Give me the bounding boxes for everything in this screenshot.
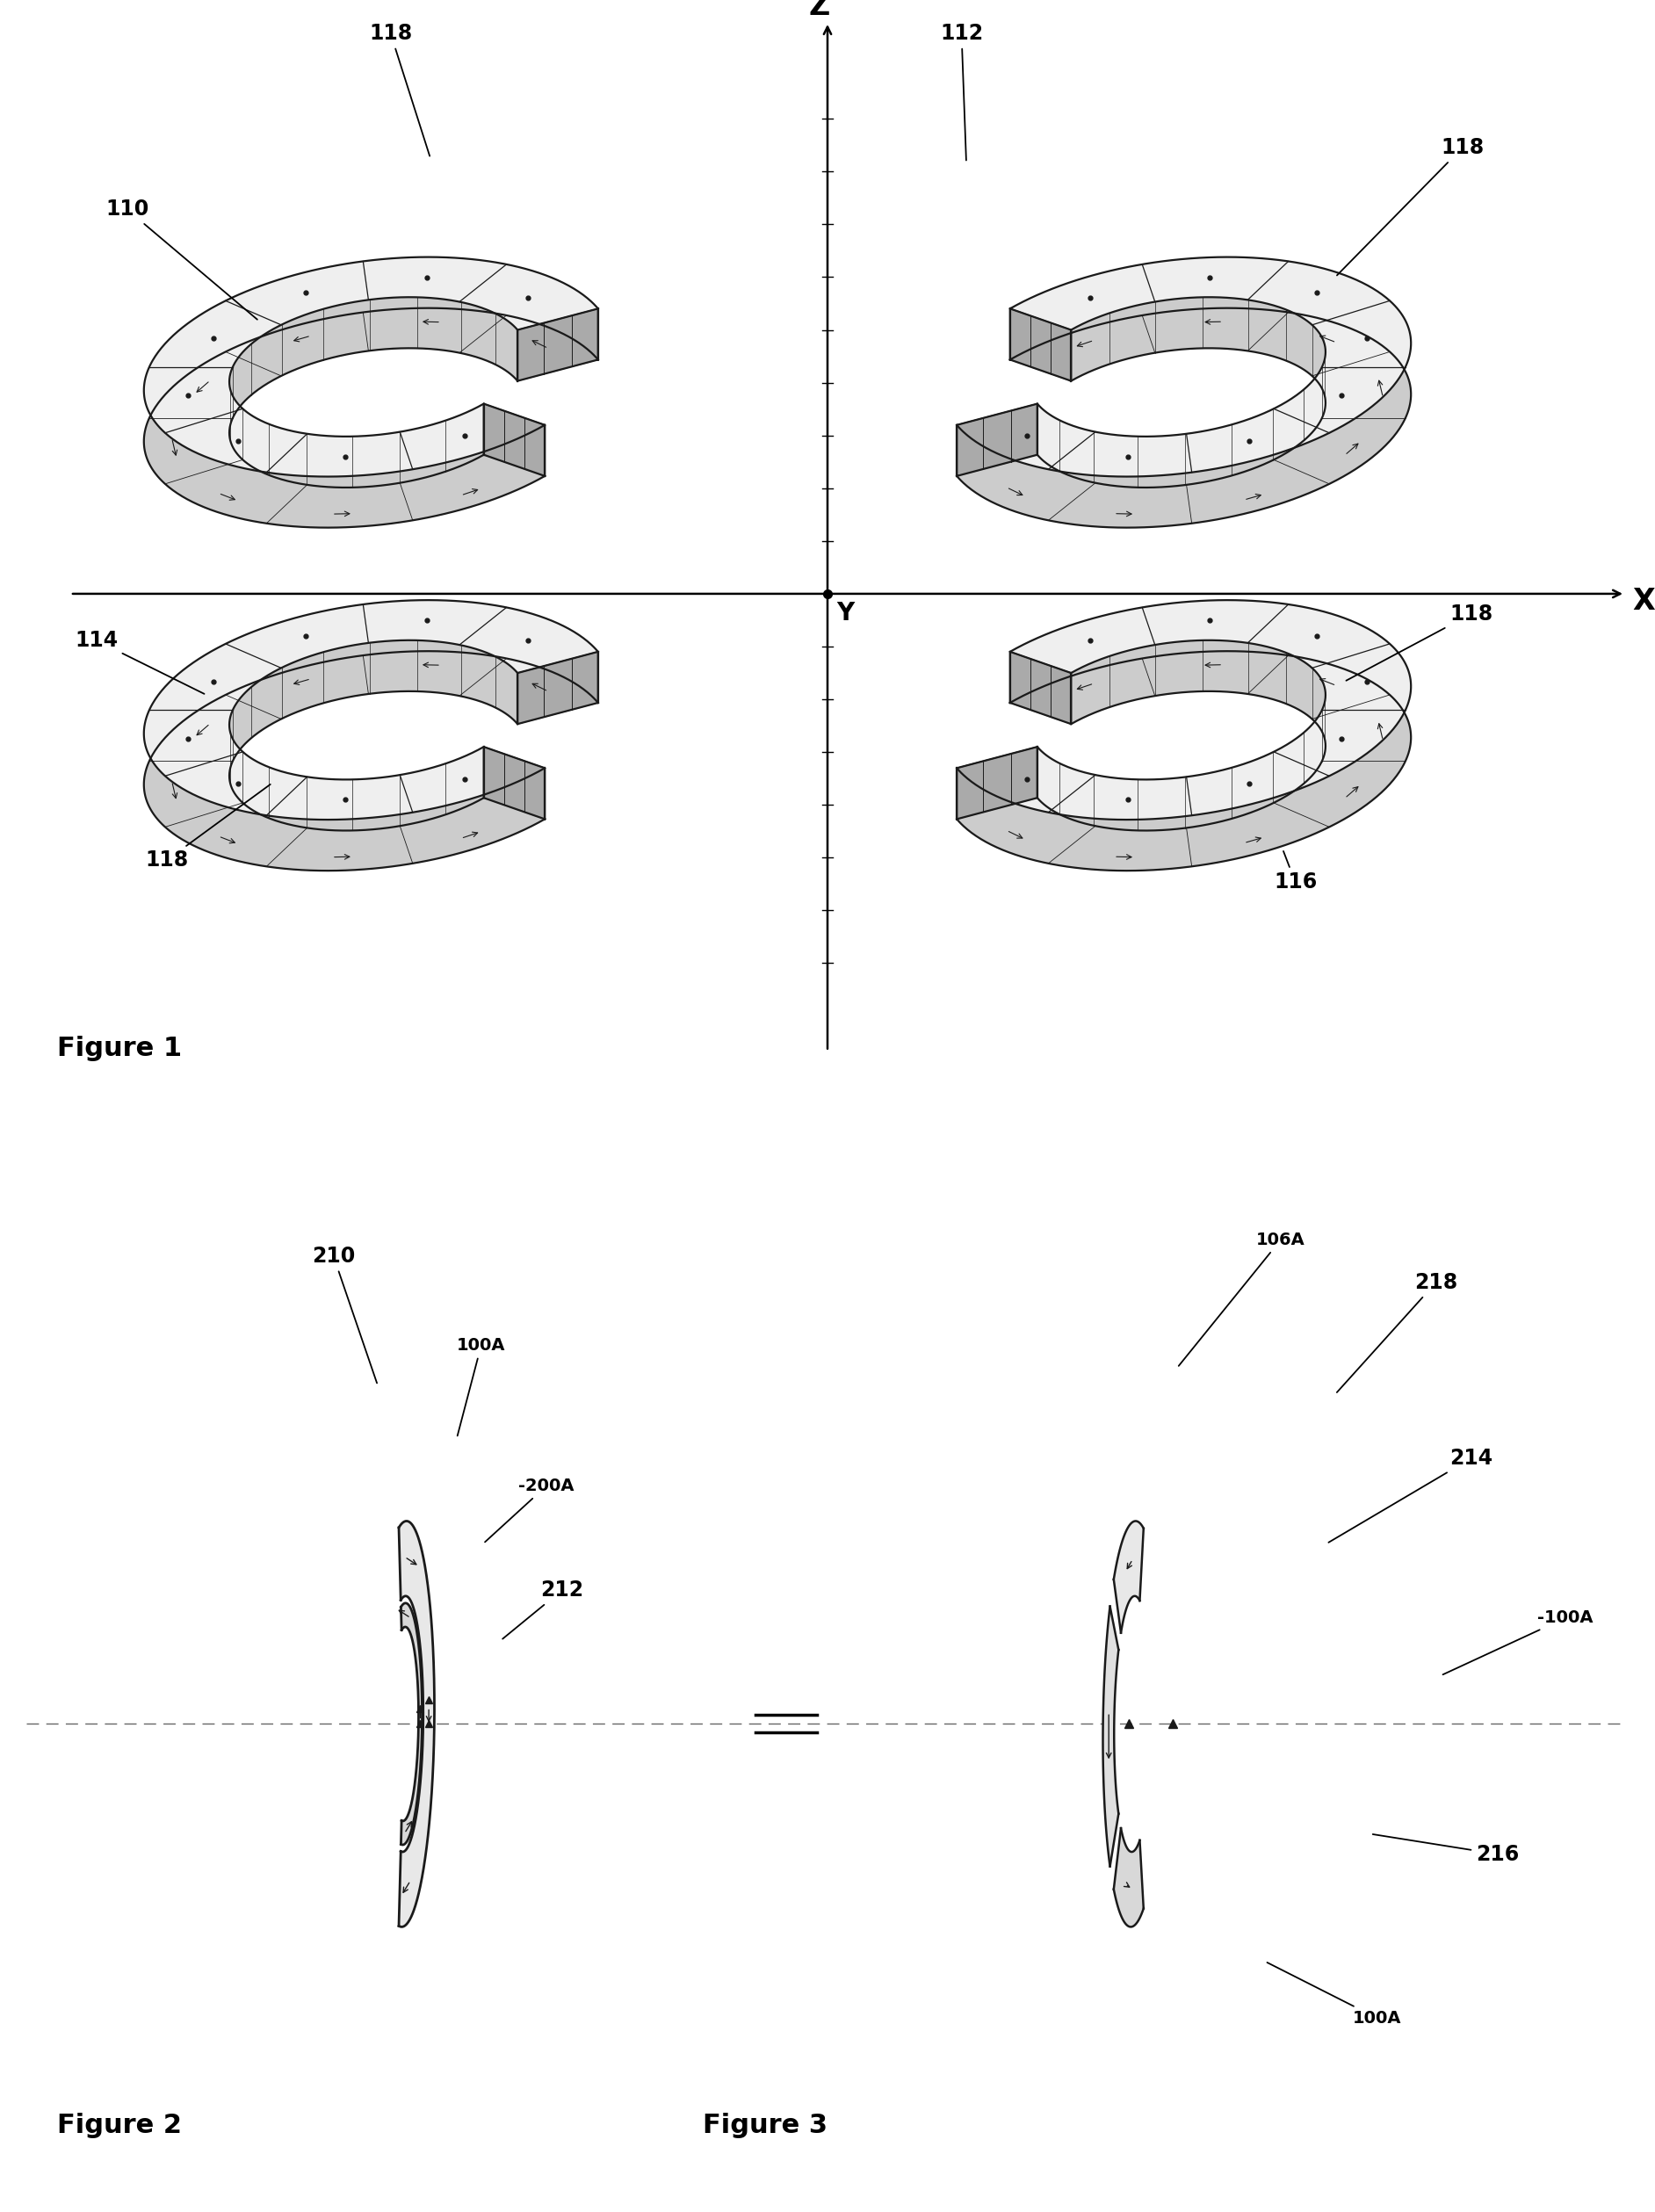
Polygon shape (957, 307, 1412, 529)
Text: -100A: -100A (1443, 1610, 1594, 1674)
Text: 100A: 100A (457, 1336, 505, 1436)
Polygon shape (401, 1604, 422, 1845)
Text: -200A: -200A (485, 1478, 574, 1542)
Text: Figure 1: Figure 1 (58, 1035, 182, 1062)
Text: 112: 112 (940, 22, 983, 159)
Text: 118: 118 (1346, 604, 1493, 681)
Polygon shape (957, 405, 1038, 476)
Polygon shape (1010, 653, 1071, 723)
Polygon shape (518, 653, 597, 723)
Text: 118: 118 (369, 22, 430, 157)
Polygon shape (144, 307, 597, 529)
Text: 110: 110 (106, 199, 257, 319)
Text: 118: 118 (1337, 137, 1485, 274)
Polygon shape (144, 650, 597, 872)
Polygon shape (1102, 1606, 1119, 1867)
Text: 214: 214 (1329, 1449, 1493, 1542)
Polygon shape (957, 599, 1412, 821)
Text: 106A: 106A (1178, 1232, 1306, 1367)
Polygon shape (1114, 1827, 1144, 1927)
Polygon shape (483, 405, 544, 476)
Polygon shape (957, 257, 1412, 476)
Text: Y: Y (836, 602, 854, 626)
Text: 218: 218 (1337, 1272, 1458, 1391)
Polygon shape (957, 650, 1412, 872)
Polygon shape (957, 257, 1412, 529)
Text: 216: 216 (1372, 1834, 1519, 1865)
Polygon shape (144, 257, 597, 529)
Text: Figure 3: Figure 3 (703, 2112, 828, 2139)
Text: 118: 118 (146, 785, 270, 872)
Text: 100A: 100A (1268, 1962, 1402, 2026)
Polygon shape (957, 748, 1038, 818)
Text: Figure 2: Figure 2 (58, 2112, 182, 2139)
Text: 212: 212 (503, 1579, 584, 1639)
Polygon shape (518, 310, 597, 380)
Text: 116: 116 (1274, 852, 1317, 894)
Polygon shape (399, 1522, 434, 1927)
Text: 114: 114 (74, 630, 204, 695)
Polygon shape (957, 599, 1412, 872)
Polygon shape (144, 599, 597, 872)
Polygon shape (144, 599, 597, 821)
Polygon shape (144, 257, 597, 476)
Polygon shape (483, 748, 544, 818)
Text: 210: 210 (311, 1245, 377, 1382)
Text: X: X (1632, 586, 1655, 615)
Text: Z: Z (808, 0, 829, 22)
Polygon shape (1114, 1522, 1144, 1632)
Polygon shape (1010, 310, 1071, 380)
